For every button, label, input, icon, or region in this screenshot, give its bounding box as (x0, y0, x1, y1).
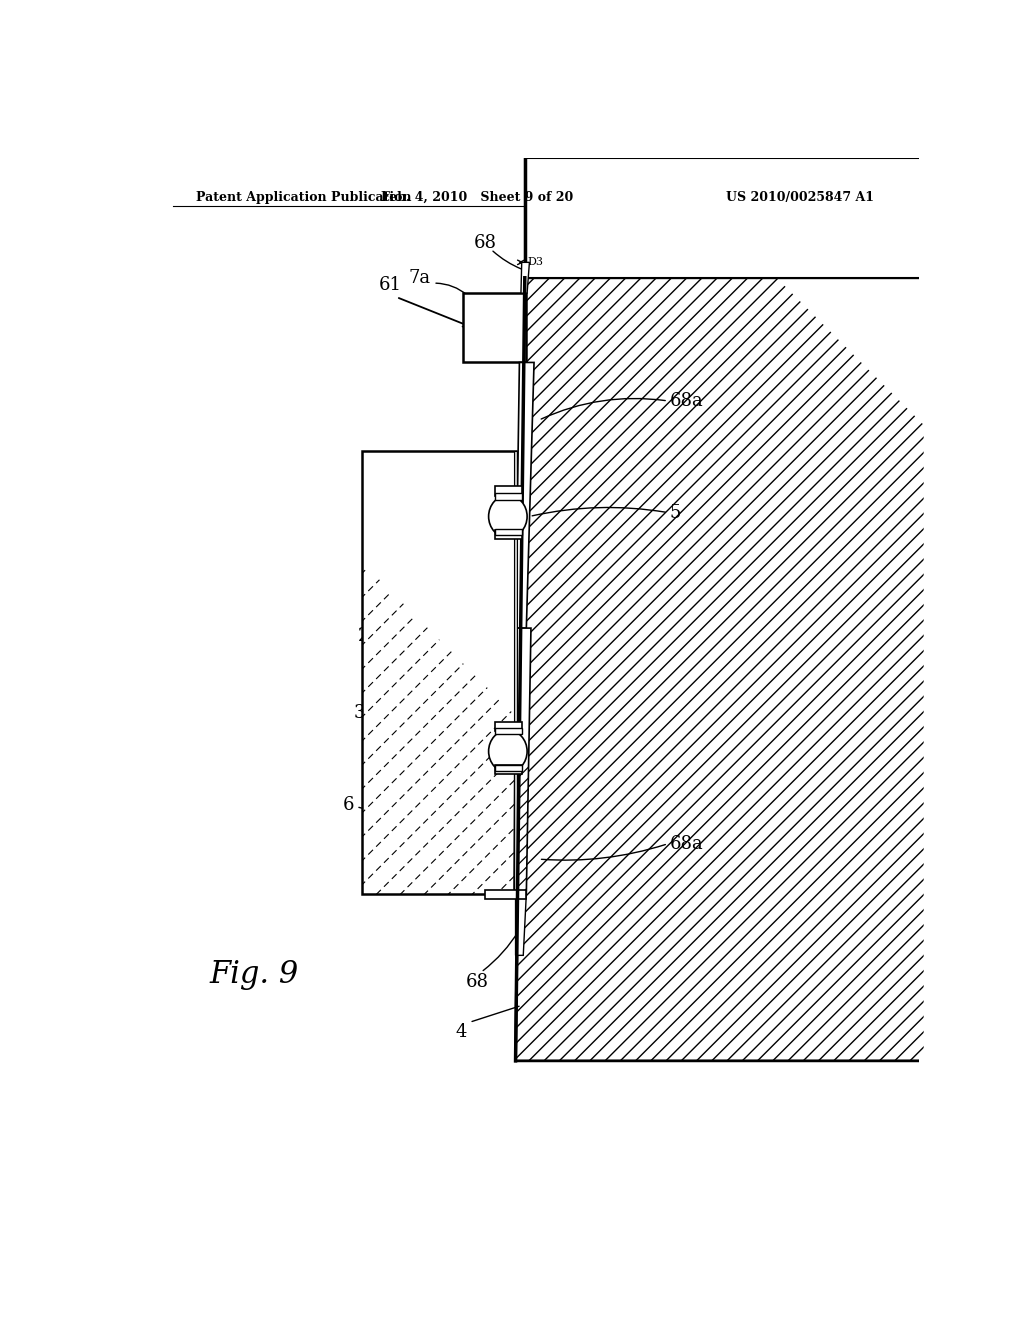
Text: 68: 68 (466, 973, 488, 991)
Polygon shape (514, 628, 531, 894)
Text: US 2010/0025847 A1: US 2010/0025847 A1 (726, 191, 874, 203)
Text: D3: D3 (528, 257, 544, 268)
Polygon shape (361, 451, 515, 894)
Text: 7: 7 (361, 550, 373, 568)
Polygon shape (515, 277, 924, 1061)
Ellipse shape (488, 730, 527, 772)
Text: 5: 5 (670, 504, 681, 521)
Polygon shape (521, 263, 529, 293)
Text: 68a: 68a (670, 834, 703, 853)
Text: Fig. 9: Fig. 9 (209, 960, 298, 990)
Bar (514, 451, 517, 894)
Text: 68: 68 (473, 234, 497, 252)
Bar (495, 729, 522, 734)
Bar (495, 487, 522, 496)
Ellipse shape (488, 495, 527, 537)
Polygon shape (515, 894, 526, 956)
Bar (495, 766, 522, 771)
Bar (495, 494, 522, 499)
Text: 7a: 7a (409, 269, 431, 286)
Bar (495, 529, 522, 539)
Text: 68a: 68a (670, 392, 703, 411)
Bar (484, 890, 526, 899)
Bar (495, 766, 522, 775)
Text: 2: 2 (357, 627, 370, 644)
Text: Feb. 4, 2010   Sheet 9 of 20: Feb. 4, 2010 Sheet 9 of 20 (381, 191, 573, 203)
Text: 4: 4 (456, 1023, 467, 1041)
Bar (495, 529, 522, 535)
Polygon shape (524, 158, 924, 277)
Text: 3: 3 (354, 704, 366, 722)
Polygon shape (463, 293, 526, 363)
Text: Patent Application Publication: Patent Application Publication (196, 191, 412, 203)
Polygon shape (515, 363, 535, 628)
Text: 61: 61 (379, 276, 401, 294)
Text: 6: 6 (342, 796, 354, 814)
Bar (495, 722, 522, 731)
